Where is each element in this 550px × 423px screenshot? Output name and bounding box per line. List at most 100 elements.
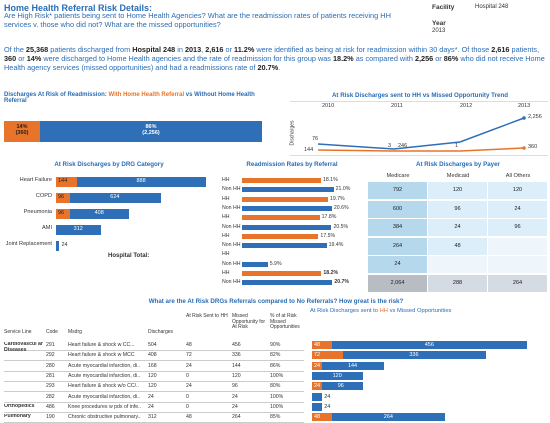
bottom-cell-dis: 24 — [148, 393, 154, 400]
bottom-bar-missed[interactable]: 456 — [332, 341, 527, 349]
bottom-col-header: Service Line — [4, 329, 32, 335]
bottom-cell-code: 281 — [46, 372, 55, 379]
trend-label: 2,256 — [528, 114, 542, 120]
bottom-cell-drg[interactable]: Acute myocardial infarction, di.. — [68, 372, 141, 379]
bottom-cell-drg[interactable]: Knee procedures w pdx of infe.. — [68, 403, 141, 410]
bottom-cell-drg[interactable]: Acute myocardial infarction, di.. — [68, 393, 141, 400]
bottom-table: Service Line Code Msdrg Discharges At Risk S… — [0, 310, 550, 423]
payer-cell[interactable]: 600 — [368, 200, 427, 218]
facility-filter[interactable]: Hospital 248 — [475, 4, 509, 10]
with-hh-segment[interactable]: 14% (360) — [4, 121, 40, 142]
year-filter[interactable]: 2013 — [432, 28, 446, 34]
bottom-row-divider — [4, 380, 304, 382]
bottom-bar-missed[interactable]: 144 — [322, 361, 384, 370]
bottom-cell-pct: 90% — [270, 342, 281, 348]
payer-cell[interactable]: 96 — [428, 200, 487, 218]
readm-bar-hh[interactable] — [242, 178, 321, 183]
drg-bar-missed[interactable]: 888 — [76, 177, 206, 187]
bottom-cell-drg[interactable]: Heart failure & shock w/o CC/.. — [68, 383, 139, 390]
payer-cell[interactable]: 96 — [488, 219, 547, 236]
payer-cell[interactable]: 2,064 — [368, 274, 427, 292]
readm-bar-nonhh[interactable] — [242, 243, 327, 249]
bottom-bar-hh[interactable]: 24 — [312, 382, 323, 391]
bottom-col-header: Code — [46, 329, 58, 335]
readm-bar-hh[interactable] — [242, 215, 320, 221]
without-hh-segment[interactable]: 86% (2,256) — [40, 121, 262, 142]
trend-label: 246 — [398, 143, 408, 149]
payer-cell-value: 24 — [454, 224, 461, 230]
summary-text: Of the 25,368 patients discharged from H… — [4, 45, 545, 72]
payer-cell[interactable] — [488, 256, 547, 273]
bottom-bar-hh-label: 48 — [314, 342, 321, 348]
payer-cell[interactable]: 120 — [428, 182, 487, 199]
drg-bar-missed[interactable]: 24 — [56, 241, 68, 251]
readm-group-label: HH — [222, 195, 230, 202]
bottom-bar-missed[interactable]: 24 — [312, 392, 330, 401]
bottom-cell-code: 293 — [46, 383, 55, 390]
payer-cell[interactable] — [428, 256, 487, 273]
bottom-cell-drg[interactable]: Chronic obstructive pulmonary.. — [68, 414, 141, 421]
bottom-bar-hh[interactable]: 48 — [312, 341, 333, 349]
hh-line — [317, 117, 525, 150]
bottom-cell-drg[interactable]: Acute myocardial infarction, di.. — [68, 362, 141, 369]
bottom-bar-missed-label: 24 — [324, 393, 331, 400]
bottom-row-divider — [4, 360, 304, 362]
payer-cell[interactable]: 264 — [488, 274, 547, 292]
bottom-col-header: % of at Risk Missed Opportunities — [270, 313, 300, 330]
readm-group-label: HH — [222, 214, 230, 221]
payer-cell[interactable]: 288 — [428, 274, 487, 292]
missed-line — [317, 147, 525, 152]
payer-header: All Others — [505, 173, 531, 179]
readm-bar-hh[interactable] — [242, 196, 328, 202]
bottom-cell-drg[interactable]: Heart failure & shock w MCC — [68, 352, 135, 359]
payer-cell[interactable]: 264 — [368, 237, 427, 255]
bottom-bar-hh[interactable]: 24 — [312, 361, 323, 370]
bottom-bar-missed[interactable]: 120 — [312, 371, 364, 380]
readm-bar-nonhh[interactable] — [242, 280, 333, 286]
bottom-cell-hh: 0 — [186, 372, 189, 379]
payer-cell[interactable]: 120 — [488, 182, 547, 199]
readm-title: Readmission Rates by Referral — [246, 161, 338, 168]
payer-cell-value: 2,064 — [390, 279, 405, 286]
trend-label: 1 — [455, 143, 459, 149]
bottom-cell-drg[interactable]: Heart failure & shock w CC... — [68, 342, 135, 348]
bottom-row-divider — [4, 370, 304, 372]
bottom-bar-missed[interactable]: 24 — [312, 402, 330, 411]
payer-cell-value: 24 — [514, 205, 521, 212]
payer-cell[interactable]: 24 — [368, 256, 427, 273]
drg-bar-missed[interactable]: 624 — [69, 193, 161, 203]
payer-cell[interactable]: 792 — [368, 182, 427, 199]
bottom-bar-missed-label: 336 — [409, 352, 419, 359]
readm-bar-nonhh[interactable] — [242, 205, 332, 211]
trend-label: 360 — [528, 144, 538, 150]
payer-cell-value: 264 — [392, 242, 403, 249]
payer-cell[interactable]: 24 — [488, 200, 547, 218]
payer-cell[interactable] — [488, 237, 547, 255]
bottom-cell-mo: 456 — [232, 342, 241, 348]
trend-label: 3 — [388, 143, 392, 149]
bottom-bar-missed[interactable]: 96 — [322, 382, 364, 391]
drg-bar-missed-label: 624 — [110, 194, 120, 200]
payer-cell[interactable]: 24 — [428, 219, 487, 236]
drg-bar-hh[interactable]: 96 — [56, 193, 70, 203]
bottom-bar-missed[interactable]: 336 — [342, 351, 487, 360]
bottom-bar-hh[interactable]: 48 — [312, 413, 333, 422]
drg-category-label: COPD — [35, 193, 52, 199]
readm-bar-nonhh[interactable] — [242, 261, 268, 267]
drg-bar-missed[interactable]: 312 — [56, 225, 102, 235]
drg-bar-hh[interactable]: 96 — [56, 209, 70, 219]
payer-cell[interactable]: 384 — [368, 219, 427, 236]
readm-group-label: Non HH — [222, 260, 241, 267]
readm-bar-nonhh[interactable] — [242, 224, 332, 230]
readm-bar-hh[interactable] — [242, 233, 319, 239]
bottom-cell-code: 190 — [46, 414, 55, 421]
drg-bar-missed[interactable]: 408 — [69, 209, 130, 219]
drg-bar-hh[interactable]: 144 — [56, 177, 77, 187]
bottom-cell-hh: 0 — [186, 393, 189, 400]
bottom-bar-hh[interactable]: 72 — [312, 351, 343, 360]
bottom-bar-missed[interactable]: 264 — [332, 413, 446, 422]
payer-cell[interactable]: 48 — [428, 237, 487, 255]
readm-bar-nonhh[interactable] — [242, 187, 334, 193]
trend-year-2013: 2013 — [518, 103, 531, 109]
readm-bar-hh[interactable] — [242, 271, 322, 276]
